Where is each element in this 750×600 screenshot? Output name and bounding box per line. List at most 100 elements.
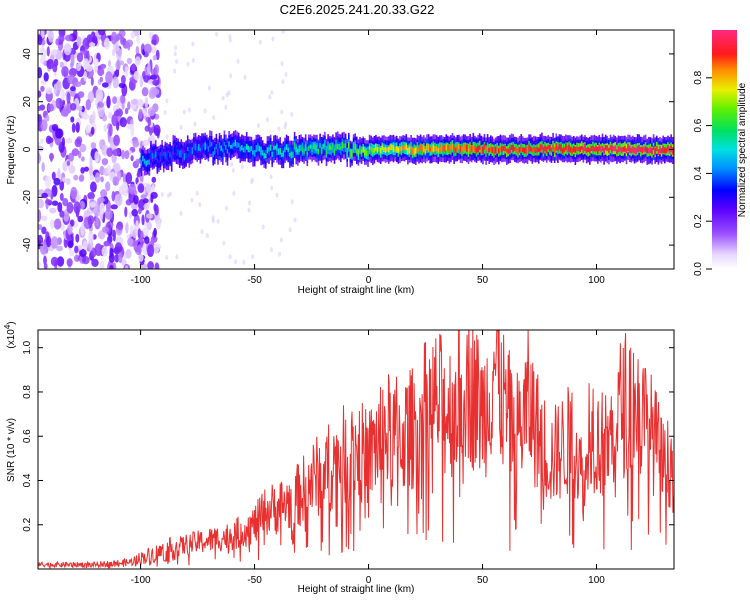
noise-speckle (182, 109, 186, 115)
signal-cell (234, 139, 237, 147)
signal-cell (493, 148, 495, 155)
noise-blob (39, 241, 48, 255)
noise-speckle (242, 259, 246, 265)
signal-cell (477, 145, 479, 152)
signal-cell (475, 147, 478, 154)
noise-blob (111, 49, 116, 57)
signal-cell (325, 150, 328, 156)
noise-blob (75, 122, 80, 133)
noise-blob (38, 146, 44, 152)
signal-cell (462, 144, 465, 151)
noise-blob (147, 107, 156, 117)
noise-blob (38, 224, 43, 230)
signal-cell (327, 143, 329, 151)
noise-blob (115, 60, 121, 70)
noise-blob (38, 90, 42, 98)
signal-cell (459, 145, 462, 153)
noise-speckle (174, 45, 178, 51)
noise-blob (40, 85, 45, 92)
noise-blob (97, 230, 106, 240)
signal-cell (671, 147, 674, 155)
noise-speckle (173, 51, 177, 57)
noise-blob (41, 162, 45, 173)
noise-blob (40, 119, 48, 132)
signal-cell (443, 145, 446, 152)
signal-cell (541, 144, 543, 150)
signal-cell (496, 145, 498, 153)
signal-cell (474, 145, 476, 153)
signal-cell (525, 146, 527, 154)
signal-cell (440, 147, 443, 154)
noise-blob (48, 30, 54, 43)
spectrogram-y-axis-label: Frequency (Hz) (6, 116, 17, 185)
noise-blob (76, 63, 82, 72)
noise-blob (38, 67, 43, 79)
snr-y-tick-label: 1.0 (22, 340, 33, 354)
noise-speckle (250, 177, 254, 183)
noise-blob (70, 68, 78, 75)
signal-cell (376, 147, 379, 153)
signal-cell (515, 147, 518, 153)
noise-speckle (240, 164, 244, 170)
noise-blob (76, 36, 82, 47)
noise-speckle (211, 218, 215, 224)
noise-blob (143, 43, 152, 54)
noise-blob (111, 96, 118, 104)
snr-y-axis-label: SNR (10 * v/v) (6, 418, 17, 482)
signal-cell (472, 144, 475, 151)
noise-blob (144, 236, 150, 245)
signal-cell (395, 146, 398, 152)
signal-cell (175, 147, 178, 155)
noise-speckle (186, 61, 190, 67)
signal-cell (356, 148, 358, 154)
signal-cell (670, 145, 672, 152)
noise-blob (151, 39, 157, 45)
noise-blob (38, 209, 42, 223)
noise-blob (85, 99, 92, 111)
signal-cell (614, 145, 617, 152)
signal-cell (536, 147, 538, 153)
noise-blob (115, 193, 123, 207)
signal-cell (533, 146, 535, 152)
signal-cell (143, 158, 146, 165)
noise-speckle (284, 121, 288, 127)
signal-cell (662, 145, 664, 154)
signal-cell (571, 147, 573, 154)
noise-speckle (248, 200, 251, 206)
signal-cell (416, 146, 419, 151)
signal-cell (665, 147, 668, 154)
signal-cell (201, 145, 203, 150)
noise-speckle (280, 61, 284, 67)
signal-cell (198, 144, 200, 151)
signal-cell (502, 145, 505, 151)
signal-cell (271, 151, 273, 157)
noise-blob (121, 75, 126, 85)
signal-cell (215, 144, 218, 149)
signal-cell (490, 146, 492, 152)
noise-blob (65, 34, 73, 42)
signal-cell (512, 144, 514, 152)
signal-cell (592, 145, 594, 152)
noise-blob (40, 30, 45, 39)
snr-multiplier-exponent: 4 (3, 324, 12, 329)
noise-blob (70, 186, 78, 200)
snr-multiplier-suffix: ) (6, 321, 17, 324)
signal-cell (365, 150, 368, 156)
noise-speckle (230, 161, 234, 167)
noise-blob (105, 181, 111, 192)
signal-cell (357, 150, 360, 156)
noise-blob (140, 194, 147, 200)
signal-cell (624, 146, 626, 152)
signal-cell (418, 148, 420, 153)
noise-blob (74, 138, 82, 148)
signal-cell (664, 147, 666, 154)
noise-blob (97, 197, 105, 203)
noise-blob (73, 174, 79, 181)
signal-cell (250, 145, 253, 151)
noise-blob (99, 139, 104, 148)
signal-cell (421, 145, 423, 153)
signal-cell (453, 146, 455, 153)
noise-blob (153, 243, 160, 255)
signal-cell (354, 144, 356, 150)
signal-cell (214, 147, 216, 155)
